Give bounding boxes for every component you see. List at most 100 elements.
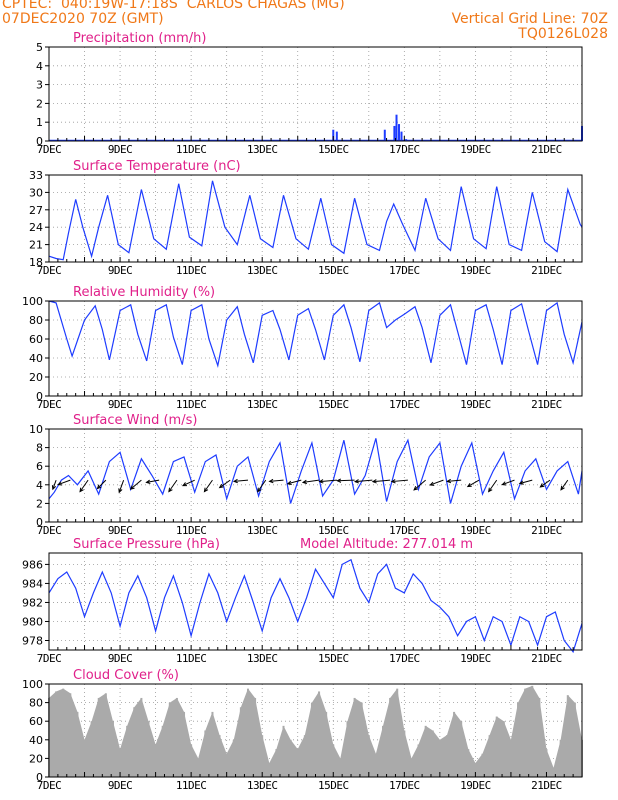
vertical-grid-note: Vertical Grid Line: 70Z (451, 11, 608, 27)
wind-title: Surface Wind (m/s) (73, 413, 197, 428)
cloud-cover-bar (339, 758, 342, 777)
x-tick-label: 19DEC (460, 143, 491, 156)
cloud-cover-bar (133, 707, 136, 777)
cloud-cover-bar (119, 749, 122, 777)
wind-arrowhead (413, 486, 419, 491)
y-tick-label: 100 (22, 678, 43, 691)
y-tick-label: 4 (36, 479, 43, 492)
cloud-cover-bar (104, 693, 107, 777)
humidity-line (48, 300, 583, 368)
cloud-cover-bar (545, 749, 548, 777)
cloud-cover-bar (225, 753, 228, 777)
x-tick-label: 17DEC (389, 779, 420, 792)
y-tick-label: 0 (36, 390, 43, 403)
station-line: CPTEC: 040:19W-17:18S CARLOS CHAGAS (MG) (2, 0, 345, 12)
y-tick-label: 100 (22, 295, 43, 308)
y-tick-label: 80 (29, 697, 43, 710)
wind-line (48, 438, 583, 504)
wind-arrowhead (257, 487, 262, 493)
panel-temperature: 18 21 24 27 30 33 7DEC 9DEC 11DEC 13DEC 15DEC 17DEC… (29, 159, 583, 277)
y-tick-label: 2 (36, 497, 43, 510)
wind-arrowhead (268, 478, 274, 484)
wind-arrowhead (488, 487, 493, 493)
wind-arrowhead (501, 481, 507, 486)
wind-arrow (219, 479, 231, 488)
pressure-line (48, 558, 583, 654)
x-tick-label: 13DEC (247, 524, 278, 537)
wind-arrow (430, 479, 444, 486)
wind-arrowhead (129, 485, 135, 490)
wind-arrow (502, 479, 515, 486)
x-tick-label: 19DEC (460, 398, 491, 411)
x-tick-label: 15DEC (318, 524, 349, 537)
wind-arrow (204, 479, 213, 492)
wind-arrow (413, 479, 426, 491)
y-tick-label: 10 (29, 423, 43, 436)
wind-arrow (269, 479, 284, 482)
cloud-cover-bar (353, 697, 356, 777)
cloud-cover-bar (76, 711, 79, 777)
wind-arrowhead (181, 482, 188, 487)
cloud-cover-bar (154, 744, 157, 777)
cloud-cover-bar (211, 711, 214, 777)
wind-arrow (337, 479, 355, 482)
cloud-cover-bar (467, 749, 470, 777)
panel-precipitation: 0 1 2 3 4 5 7DEC 9DEC 11DEC 13DEC 15DEC 17DEC 19DEC 2… (36, 31, 583, 156)
x-tick-label: 11DEC (176, 524, 207, 537)
x-tick-label: 13DEC (247, 652, 278, 665)
wind-arrowhead (168, 487, 173, 493)
cloud-cover-bar (289, 739, 292, 777)
cloud-cover-bar (310, 702, 313, 777)
cloud-cover-bar (517, 702, 520, 777)
wind-arrowhead (301, 479, 307, 485)
x-tick-label: 9DEC (108, 779, 133, 792)
cloud-cover-bar (502, 721, 505, 777)
wind-arrow (58, 479, 71, 486)
model-altitude-annotation: Model Altitude: 277.014 m (300, 537, 473, 552)
wind-arrowhead (118, 488, 123, 494)
cloud-cover-bar (346, 721, 349, 777)
precipitation-bar (400, 131, 403, 141)
model-code: TQ0126L028 (518, 26, 608, 42)
cloud-cover-bar (90, 721, 93, 777)
x-tick-label: 19DEC (460, 264, 491, 277)
x-tick-label: 15DEC (318, 264, 349, 277)
x-tick-label: 21DEC (531, 652, 562, 665)
cloud-cover-bar (417, 744, 420, 777)
y-tick-label: 982 (22, 596, 43, 609)
wind-arrowhead (79, 487, 84, 493)
y-tick-label: 21 (29, 239, 43, 252)
wind-arrowhead (318, 479, 324, 484)
wind-arrowhead (539, 483, 545, 488)
y-tick-label: 27 (29, 204, 43, 217)
cloud-cover-bar (488, 735, 491, 777)
x-tick-label: 7DEC (37, 652, 62, 665)
wind-arrow (287, 479, 302, 485)
cloud-cover-bar (509, 739, 512, 777)
x-tick-label: 15DEC (318, 779, 349, 792)
x-tick-label: 19DEC (460, 779, 491, 792)
precipitation-bar (398, 124, 401, 141)
y-tick-label: 6 (36, 460, 43, 473)
wind-arrow (257, 479, 267, 492)
wind-arrowhead (96, 484, 102, 490)
x-tick-label: 9DEC (108, 143, 133, 156)
y-tick-label: 1 (36, 116, 43, 129)
panel-pressure: 978 980 982 984 986 7DEC 9DEC 11DEC 13DEC 15DEC 17… (22, 537, 583, 665)
y-tick-label: 980 (22, 615, 43, 628)
chart-header: CPTEC: 040:19W-17:18S CARLOS CHAGAS (MG)… (0, 0, 618, 45)
wind-arrow (319, 479, 337, 483)
cloud-cover-bar (325, 711, 328, 777)
cloud-cover-bar (431, 730, 434, 777)
cloud-cover-bar (282, 725, 285, 777)
wind-arrowhead (390, 479, 396, 484)
wind-arrow (79, 479, 89, 492)
wind-arrowhead (446, 478, 452, 484)
x-tick-label: 11DEC (176, 398, 207, 411)
y-tick-label: 80 (29, 314, 43, 327)
cloud-cover-bar (389, 697, 392, 777)
precipitation-bar (395, 114, 398, 141)
panel-cloud-cover: 0 20 40 60 80 100 7DEC 9DEC 11DEC 13DEC 15DEC 17DEC… (22, 668, 583, 792)
wind-arrow (97, 479, 107, 489)
